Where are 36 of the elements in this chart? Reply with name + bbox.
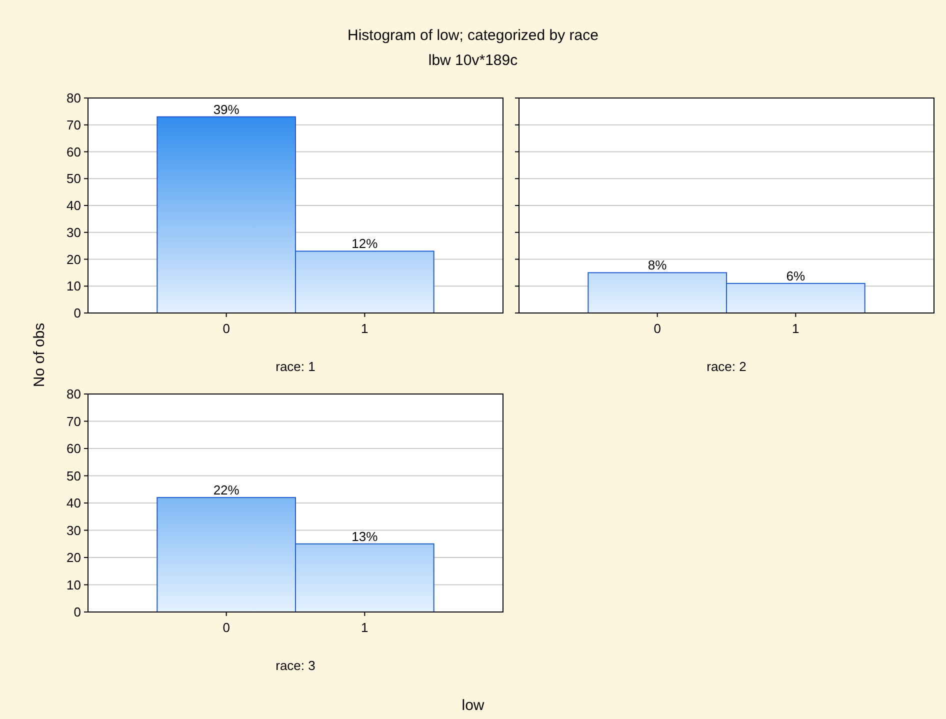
y-tick-label: 0	[74, 604, 81, 620]
annotation: 13%	[352, 528, 378, 544]
x-axis-title: race: 3	[276, 658, 316, 673]
y-tick-label: 60	[66, 144, 81, 160]
chart-subtitle: lbw 10v*189c	[428, 52, 518, 69]
y-tick-label: 60	[66, 441, 81, 456]
y-tick-label: 40	[66, 496, 81, 511]
annotation: 6%	[786, 268, 806, 284]
y-tick-label: 70	[66, 414, 81, 429]
y-tick-label: 30	[66, 522, 81, 538]
x-tick-label: 1	[361, 321, 368, 336]
x-tick-label: 1	[361, 620, 368, 635]
chart-title: Histogram of low; categorized by race	[348, 27, 598, 44]
y-axis-title: No of obs	[31, 322, 48, 388]
y-tick-label: 20	[66, 252, 81, 267]
y-tick-label: 40	[66, 198, 81, 214]
y-tick-label: 10	[66, 278, 81, 294]
annotation: 39%	[213, 102, 240, 117]
y-tick-label: 30	[66, 224, 81, 240]
y-tick-label: 80	[66, 386, 81, 402]
annotation: 22%	[213, 482, 240, 498]
annotation: 8%	[648, 258, 668, 273]
x-axis-title: race: 1	[276, 359, 316, 374]
text: low	[462, 697, 484, 714]
x-axis-title: race: 2	[706, 359, 746, 374]
y-tick-label: 10	[66, 577, 81, 592]
x-tick-label: 1	[792, 321, 800, 336]
y-tick-label: 70	[66, 117, 81, 132]
y-tick-label: 80	[66, 90, 81, 106]
x-tick-label: 0	[654, 321, 661, 336]
y-tick-label: 50	[66, 171, 81, 186]
y-tick-label: 50	[66, 468, 81, 484]
annotation: 12%	[352, 236, 378, 252]
y-tick-label: 0	[74, 306, 81, 321]
y-tick-label: 20	[66, 550, 81, 566]
x-tick-label: 0	[222, 321, 230, 336]
